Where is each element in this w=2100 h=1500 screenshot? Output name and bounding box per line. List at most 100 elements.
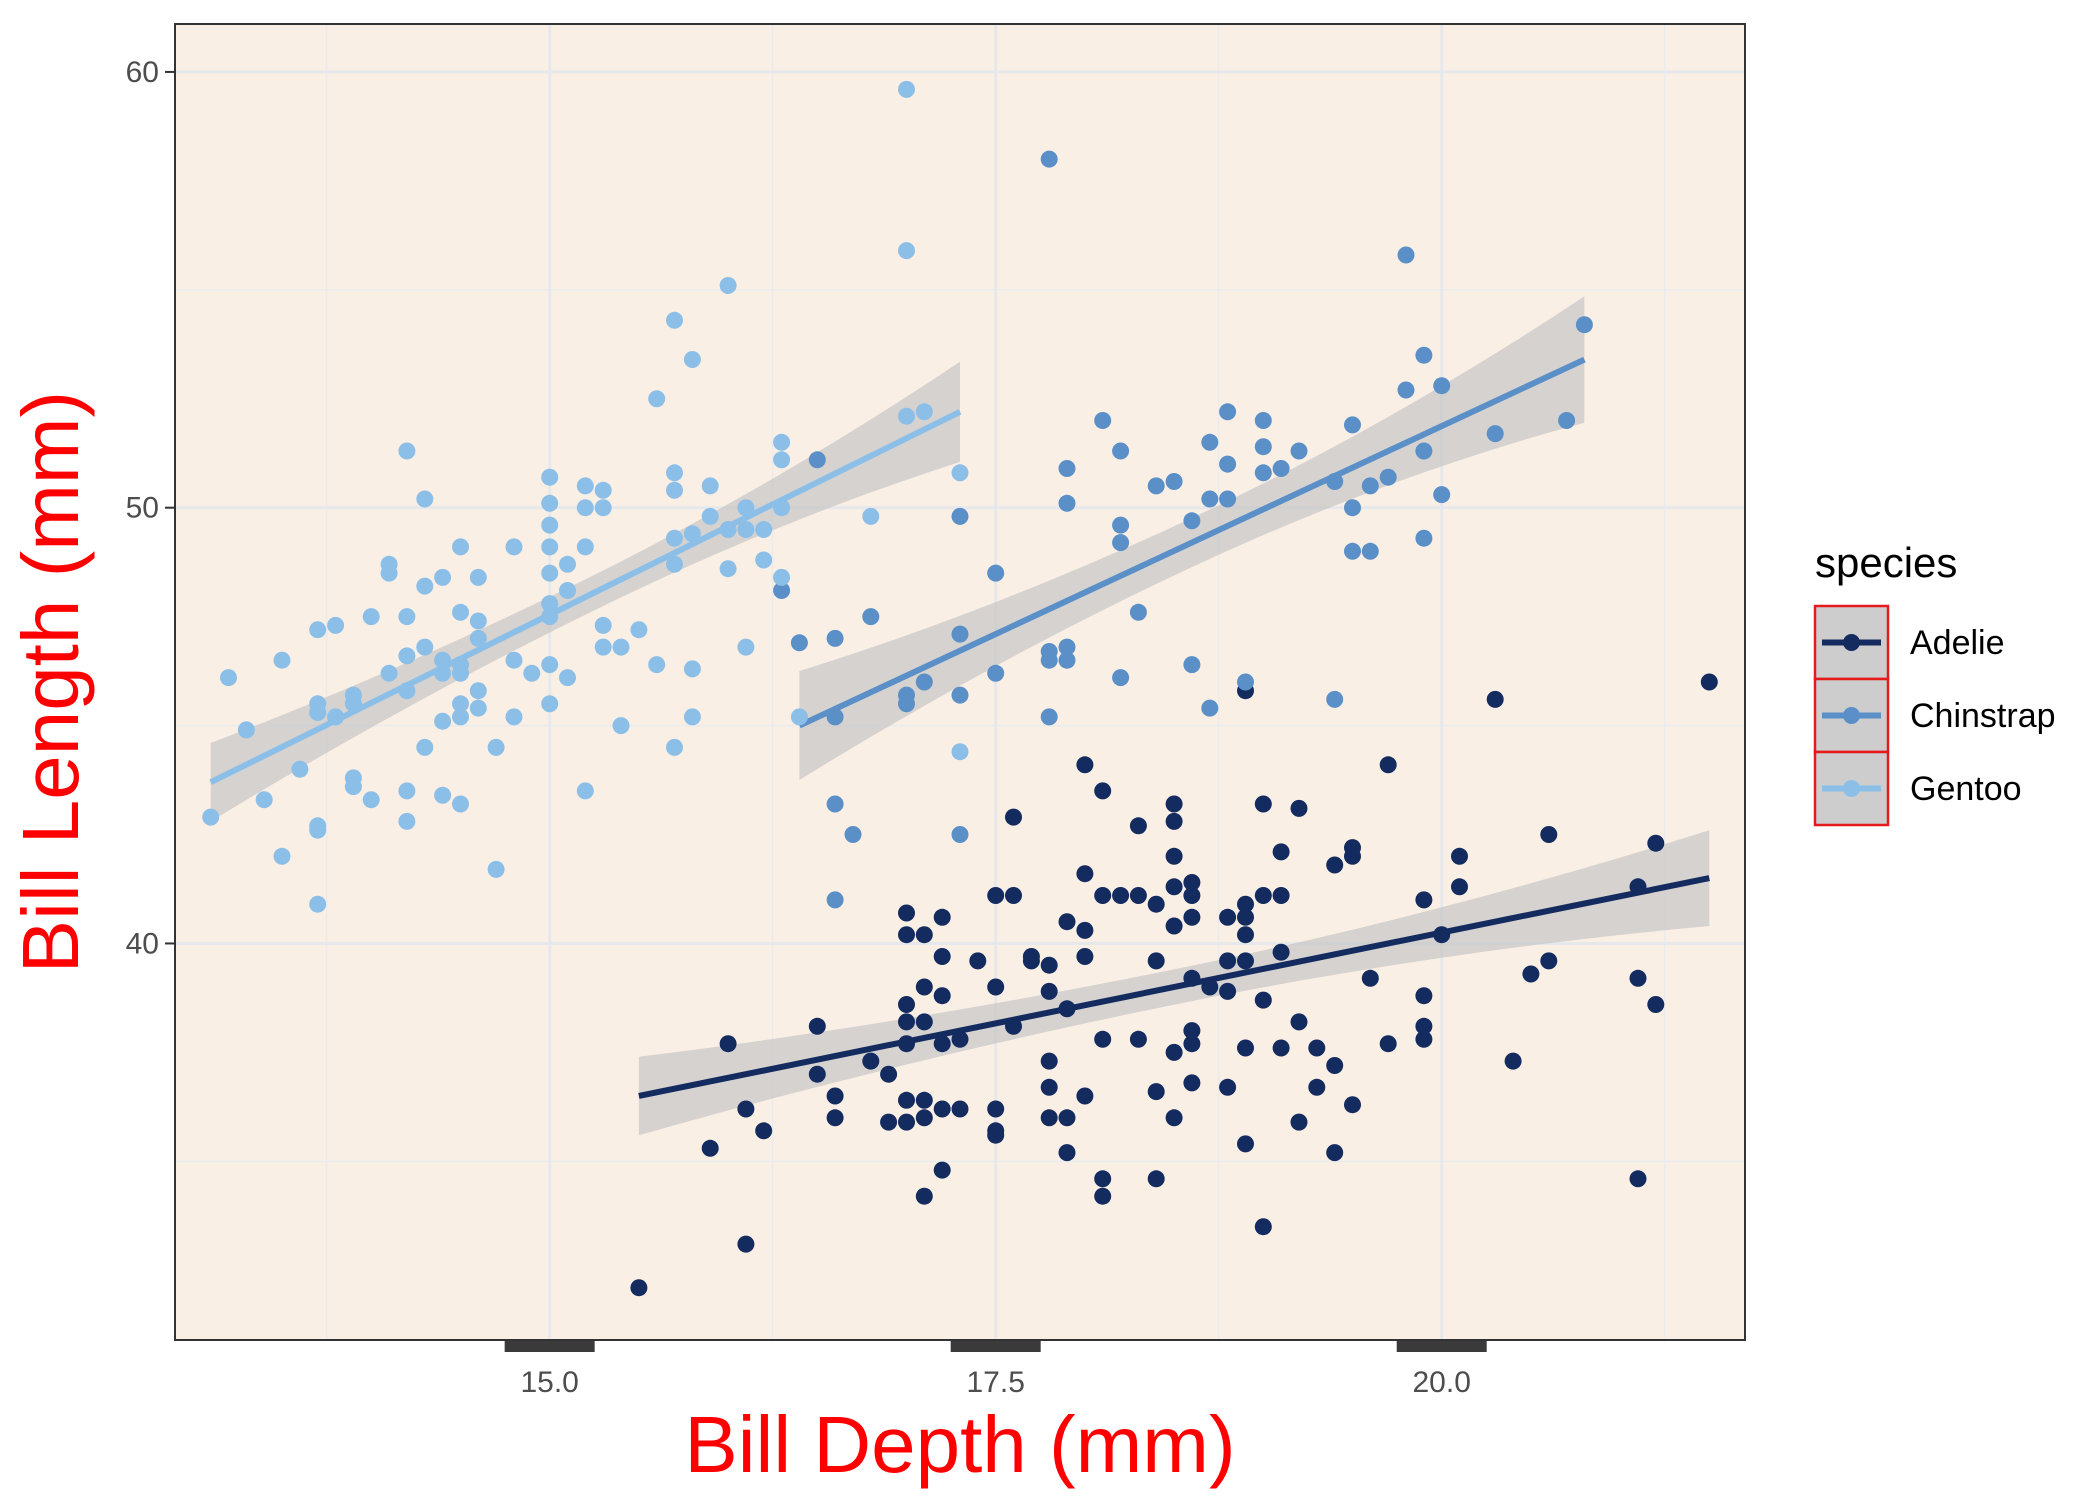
legend-item-gentoo: Gentoo xyxy=(1813,750,2022,827)
point-gentoo xyxy=(344,769,362,787)
point-chinstrap xyxy=(826,629,844,647)
point-chinstrap xyxy=(987,564,1005,582)
y-axis-title: Bill Length (mm) xyxy=(6,391,95,973)
point-adelie xyxy=(826,1087,844,1105)
point-gentoo xyxy=(773,433,791,451)
point-adelie xyxy=(1147,1083,1165,1101)
point-gentoo xyxy=(666,481,683,499)
point-chinstrap xyxy=(951,507,969,525)
point-adelie xyxy=(1165,812,1183,830)
point-gentoo xyxy=(452,603,469,621)
point-chinstrap xyxy=(951,686,969,704)
point-adelie xyxy=(1183,874,1201,891)
point-adelie xyxy=(701,1139,719,1157)
point-gentoo xyxy=(594,481,612,499)
point-gentoo xyxy=(683,708,701,726)
point-gentoo xyxy=(666,738,683,756)
point-adelie xyxy=(1290,799,1308,817)
point-adelie xyxy=(1237,908,1254,926)
point-adelie xyxy=(1237,952,1254,970)
point-chinstrap xyxy=(1361,477,1379,495)
point-adelie xyxy=(737,1235,755,1253)
legend-items: Adelie Chinstrap Gentoo xyxy=(1813,604,2056,827)
point-adelie xyxy=(915,1109,933,1127)
legend-point-gentoo xyxy=(1843,780,1860,797)
x-tick-label: 20.0 xyxy=(1413,1366,1471,1399)
point-adelie xyxy=(1647,834,1665,852)
point-gentoo xyxy=(434,786,452,804)
point-gentoo xyxy=(434,712,452,730)
point-chinstrap xyxy=(1219,403,1237,421)
point-adelie xyxy=(1129,817,1147,835)
point-chinstrap xyxy=(1326,473,1344,490)
point-gentoo xyxy=(273,847,291,865)
point-gentoo xyxy=(898,242,915,260)
y-axis-ticks: 40 50 60 xyxy=(126,56,175,960)
point-adelie xyxy=(1486,690,1504,708)
point-adelie xyxy=(1504,1052,1522,1070)
x-tick-bar xyxy=(504,1341,595,1352)
point-gentoo xyxy=(469,699,487,717)
point-adelie xyxy=(1094,887,1112,904)
point-adelie xyxy=(1094,1187,1112,1205)
point-adelie xyxy=(1165,1109,1183,1127)
point-gentoo xyxy=(434,664,452,682)
point-gentoo xyxy=(559,555,576,573)
point-gentoo xyxy=(541,595,559,613)
point-adelie xyxy=(1237,1135,1254,1153)
point-gentoo xyxy=(683,525,701,543)
point-gentoo xyxy=(505,538,523,556)
point-adelie xyxy=(1183,1074,1201,1092)
point-gentoo xyxy=(398,812,416,830)
point-adelie xyxy=(987,1100,1005,1118)
point-adelie xyxy=(1147,1170,1165,1188)
point-adelie xyxy=(1326,1144,1344,1162)
point-gentoo xyxy=(362,791,380,809)
point-chinstrap xyxy=(1379,468,1397,486)
point-adelie xyxy=(1076,865,1094,883)
point-chinstrap xyxy=(1058,651,1076,669)
point-chinstrap xyxy=(1272,460,1290,477)
point-adelie xyxy=(1147,895,1165,913)
point-gentoo xyxy=(666,529,683,547)
point-gentoo xyxy=(344,686,362,704)
point-chinstrap xyxy=(862,608,880,626)
y-tick-label: 50 xyxy=(126,492,159,525)
point-gentoo xyxy=(612,717,630,735)
point-adelie xyxy=(1415,891,1433,909)
point-adelie xyxy=(933,1161,951,1179)
point-adelie xyxy=(1254,991,1272,1009)
point-gentoo xyxy=(737,521,755,538)
point-adelie xyxy=(1040,1109,1058,1127)
data-points xyxy=(202,80,1718,1297)
point-adelie xyxy=(933,948,951,965)
point-chinstrap xyxy=(1058,460,1076,477)
point-adelie xyxy=(1540,952,1558,970)
point-gentoo xyxy=(452,538,469,556)
point-gentoo xyxy=(452,695,469,713)
legend-label-gentoo: Gentoo xyxy=(1910,770,2022,808)
point-adelie xyxy=(1147,952,1165,970)
point-gentoo xyxy=(773,451,791,469)
point-adelie xyxy=(1129,887,1147,904)
point-gentoo xyxy=(309,895,327,913)
point-adelie xyxy=(933,1100,951,1118)
point-chinstrap xyxy=(1040,708,1058,726)
point-gentoo xyxy=(898,80,915,98)
point-gentoo xyxy=(452,656,469,674)
point-gentoo xyxy=(951,464,969,482)
point-chinstrap xyxy=(1147,477,1165,495)
point-chinstrap xyxy=(1254,438,1272,456)
point-adelie xyxy=(1040,1078,1058,1096)
point-gentoo xyxy=(327,616,345,634)
point-gentoo xyxy=(237,721,255,739)
point-gentoo xyxy=(576,782,594,800)
point-adelie xyxy=(1361,969,1379,987)
point-adelie xyxy=(898,926,915,944)
point-adelie xyxy=(915,926,933,944)
point-adelie xyxy=(1272,843,1290,861)
point-gentoo xyxy=(380,555,398,573)
point-chinstrap xyxy=(808,451,826,469)
point-adelie xyxy=(1076,1087,1094,1105)
point-gentoo xyxy=(416,577,434,595)
